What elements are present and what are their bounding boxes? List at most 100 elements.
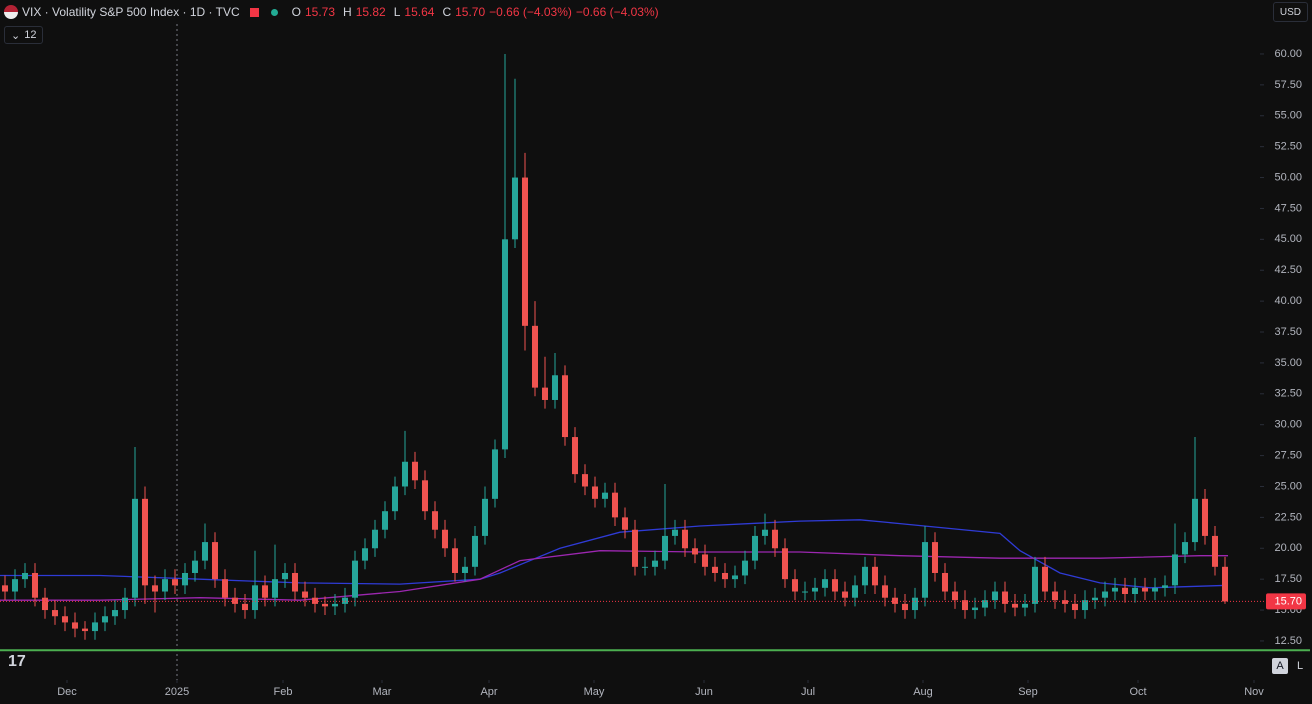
candle-body xyxy=(572,437,578,475)
candle-body xyxy=(182,572,188,586)
y-tick-label: 50.00 xyxy=(1274,171,1302,183)
candle-body xyxy=(1042,566,1048,592)
candle-body xyxy=(352,560,358,598)
candle-body xyxy=(912,597,918,611)
candle-body xyxy=(142,498,148,586)
auto-scale-button[interactable]: A xyxy=(1272,658,1288,674)
candle-body xyxy=(332,603,338,607)
candle-body xyxy=(1012,603,1018,608)
candle-body xyxy=(1072,603,1078,611)
candle-body xyxy=(1142,587,1148,592)
y-tick-label: 60.00 xyxy=(1274,48,1302,60)
indicator-count: 12 xyxy=(24,29,37,41)
candle-body xyxy=(922,542,928,598)
candle-body xyxy=(1202,498,1208,536)
x-tick-label: May xyxy=(584,686,605,698)
y-tick-label: 22.50 xyxy=(1274,511,1302,523)
y-tick-label: 30.00 xyxy=(1274,419,1302,431)
x-tick-label: Dec xyxy=(57,686,77,698)
candle-body xyxy=(672,529,678,536)
currency-button[interactable]: USD xyxy=(1272,2,1308,22)
candle-body xyxy=(512,177,518,240)
flag xyxy=(4,5,18,19)
symbol[interactable]: VIX · Volatility S&P 500 Index · 1D · TV… xyxy=(22,5,240,19)
candle-body xyxy=(772,529,778,549)
candle-body xyxy=(1212,535,1218,567)
candle-body xyxy=(602,492,608,499)
candle-body xyxy=(152,585,158,592)
high: 15.82 xyxy=(355,5,386,19)
candle-body xyxy=(852,585,858,598)
chevron: ⌄ xyxy=(11,29,21,42)
price-label: 15.70 xyxy=(1274,595,1302,607)
candle-body xyxy=(972,607,978,611)
open-key: O xyxy=(291,5,301,19)
candle-body xyxy=(692,548,698,555)
candle-body xyxy=(1152,587,1158,592)
indicators-toggle[interactable]: ⌄ 12 xyxy=(4,26,44,44)
moving-average xyxy=(0,519,1229,589)
candle-body xyxy=(1062,600,1068,604)
y-tick-label: 47.50 xyxy=(1274,202,1302,214)
candle-body xyxy=(42,597,48,611)
candle-body xyxy=(892,597,898,604)
candle-body xyxy=(292,572,298,592)
candle-body xyxy=(172,579,178,586)
candle-body xyxy=(742,560,748,576)
candle-body xyxy=(552,375,558,400)
candle-body xyxy=(662,535,668,561)
y-tick-label: 42.50 xyxy=(1274,264,1302,276)
candle-body xyxy=(582,474,588,487)
open: 15.73 xyxy=(305,5,336,19)
candle-body xyxy=(422,480,428,512)
candle-body xyxy=(112,610,118,617)
y-tick-label: 57.50 xyxy=(1274,79,1302,91)
candle-body xyxy=(902,603,908,611)
log-scale-button[interactable]: L xyxy=(1296,660,1304,672)
x-tick-label: Jun xyxy=(695,686,713,698)
candle-body xyxy=(592,486,598,499)
candle-body xyxy=(1192,498,1198,543)
candle-body xyxy=(622,517,628,530)
candle-body xyxy=(1092,597,1098,601)
candle-body xyxy=(132,498,138,598)
y-tick-label: 40.00 xyxy=(1274,295,1302,307)
change: −0.66 (−4.03%) xyxy=(489,5,572,19)
candle-body xyxy=(192,560,198,573)
candle-body xyxy=(1082,600,1088,611)
x-tick-label: Feb xyxy=(274,686,293,698)
candle-body xyxy=(862,566,868,586)
currency: USD xyxy=(1279,6,1301,18)
candle-body xyxy=(722,572,728,580)
candle-body xyxy=(792,579,798,592)
candle-body xyxy=(302,591,308,598)
candle-body xyxy=(12,579,18,592)
candle-body xyxy=(932,542,938,573)
candle-body xyxy=(342,597,348,604)
candle-body xyxy=(1222,566,1228,602)
candle-body xyxy=(442,529,448,549)
candle-body xyxy=(1052,591,1058,601)
candle-body xyxy=(372,529,378,549)
candle-body xyxy=(492,449,498,499)
y-tick-label: 20.00 xyxy=(1274,542,1302,554)
candle-body xyxy=(542,387,548,400)
candle-body xyxy=(802,591,808,593)
x-tick-label: Aug xyxy=(913,686,933,698)
candle-body xyxy=(202,542,208,561)
candle-body xyxy=(1132,587,1138,594)
candle-body xyxy=(612,492,618,518)
candle-body xyxy=(262,585,268,598)
candle-body xyxy=(632,529,638,567)
y-tick-label: 25.00 xyxy=(1274,480,1302,492)
candle-body xyxy=(942,572,948,592)
candle-body xyxy=(502,239,508,450)
candle-body xyxy=(762,529,768,536)
candle-body xyxy=(52,610,58,617)
candle-body xyxy=(1102,591,1108,598)
y-tick-label: 17.50 xyxy=(1274,573,1302,585)
candle-body xyxy=(952,591,958,601)
candle-body xyxy=(562,375,568,438)
